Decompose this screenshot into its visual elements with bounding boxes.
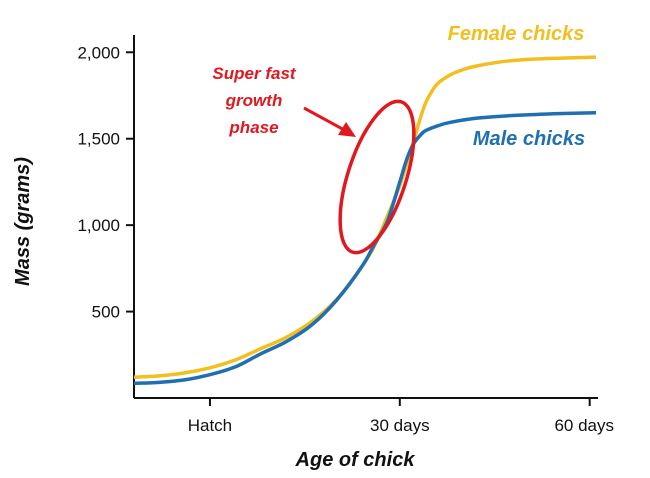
annotation-line-2: growth xyxy=(225,91,283,110)
series-label-female: Female chicks xyxy=(448,23,585,45)
x-tick-label-1: 30 days xyxy=(370,416,430,435)
x-axis-title: Age of chick xyxy=(295,449,416,471)
y-tick-label-2: 1,500 xyxy=(77,130,120,149)
annotation-line-1: Super fast xyxy=(212,64,296,83)
series-label-male: Male chicks xyxy=(473,128,585,150)
annotation-line-3: phase xyxy=(228,118,278,137)
y-axis-title: Mass (grams) xyxy=(12,157,34,286)
y-tick-label-1: 1,000 xyxy=(77,216,120,235)
y-tick-label-0: 500 xyxy=(92,303,120,322)
ticks-layer: 500 1,000 1,500 2,000 Hatch 30 days 60 days xyxy=(77,43,614,435)
annotation-arrow-shaft xyxy=(303,106,349,134)
series-line-female xyxy=(133,55,597,380)
series-line-male xyxy=(133,111,597,386)
x-tick-label-0: Hatch xyxy=(188,416,232,435)
series-layer xyxy=(133,55,597,386)
annotation-arrow-head xyxy=(338,122,356,137)
y-tick-label-3: 2,000 xyxy=(77,43,120,62)
growth-phase-annotation: Super fast growth phase xyxy=(212,64,416,255)
x-tick-label-2: 60 days xyxy=(554,416,614,435)
growth-phase-ellipse xyxy=(338,99,416,255)
